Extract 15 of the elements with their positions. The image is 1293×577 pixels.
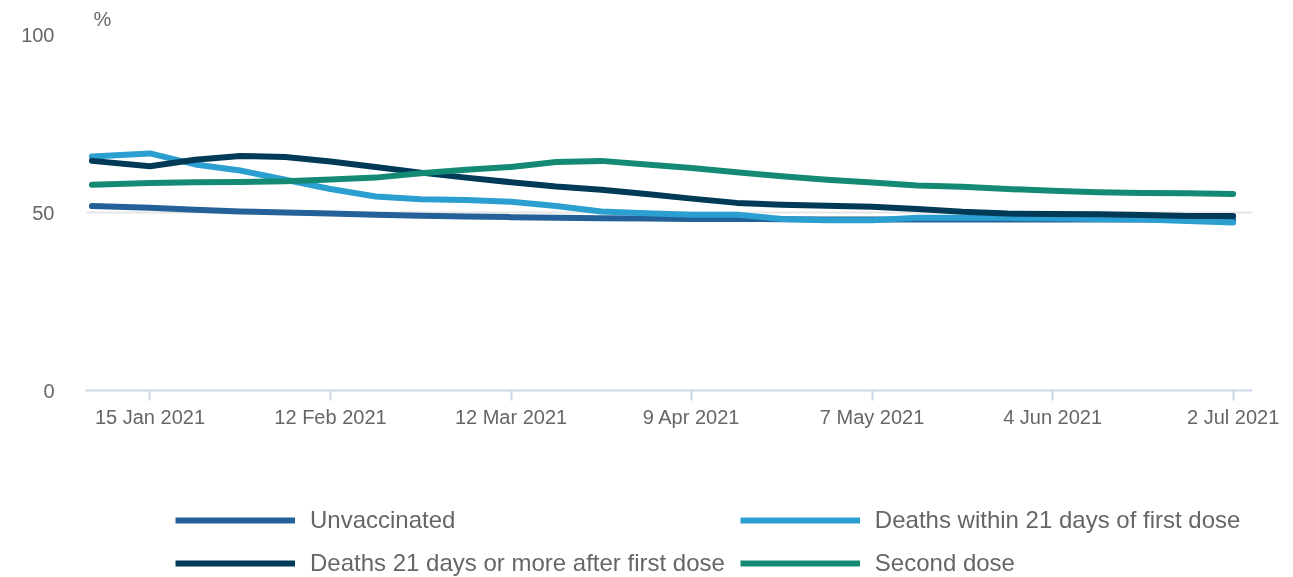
x-tick-label: 12 Feb 2021 <box>274 405 387 428</box>
y-tick-label: 50 <box>32 201 55 224</box>
x-tick-label: 9 Apr 2021 <box>642 405 740 428</box>
x-tick-label: 4 Jun 2021 <box>1003 405 1103 428</box>
x-tick-label: 12 Mar 2021 <box>454 405 568 428</box>
x-tick-label: 2 Jul 2021 <box>1187 405 1280 428</box>
y-axis-title: % <box>93 7 112 30</box>
legend-label: Deaths 21 days or more after first dose <box>310 549 725 577</box>
y-tick-label: 100 <box>21 23 55 46</box>
legend-label: Deaths within 21 days of first dose <box>874 506 1241 534</box>
x-tick-label: 15 Jan 2021 <box>94 405 206 428</box>
legend-label: Unvaccinated <box>310 506 456 534</box>
legend-label: Second dose <box>874 549 1015 577</box>
y-tick-label: 0 <box>43 379 55 402</box>
x-tick-label: 7 May 2021 <box>819 405 925 428</box>
